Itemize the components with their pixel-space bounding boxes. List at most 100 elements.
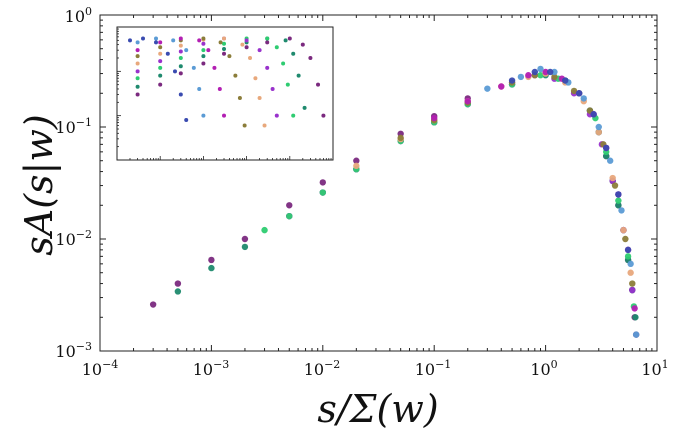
data-point bbox=[624, 253, 632, 260]
inset-data-point bbox=[244, 45, 249, 50]
data-point bbox=[629, 286, 636, 294]
inset-data-point bbox=[178, 49, 183, 54]
data-point bbox=[149, 301, 157, 308]
inset-data-point bbox=[296, 73, 301, 78]
data-point bbox=[609, 174, 616, 182]
inset-data-point bbox=[222, 46, 227, 51]
inset-axis-ticks bbox=[116, 26, 334, 161]
inset-data-point bbox=[135, 76, 140, 81]
data-point bbox=[611, 182, 619, 189]
inset-data-point bbox=[222, 113, 227, 118]
inset-plot-area bbox=[116, 26, 334, 161]
inset-data-point bbox=[262, 123, 267, 128]
data-point bbox=[580, 95, 587, 102]
inset-data-point bbox=[178, 55, 183, 60]
data-point bbox=[261, 226, 268, 234]
x-tick-labels: 10−4 10−3 10−2 10−1 100 101 bbox=[82, 358, 669, 379]
inset-data-point bbox=[206, 48, 211, 53]
data-point bbox=[562, 77, 569, 84]
data-point bbox=[622, 235, 629, 243]
data-point bbox=[174, 280, 182, 287]
inset-data-point bbox=[171, 38, 176, 43]
inset-data-point bbox=[184, 117, 189, 122]
main-data-points bbox=[149, 65, 640, 338]
x-tick-label: 10−2 bbox=[304, 358, 341, 379]
series-8 bbox=[484, 65, 640, 338]
inset-data-point bbox=[222, 51, 227, 56]
data-point bbox=[627, 269, 634, 276]
inset-data-point bbox=[222, 36, 227, 41]
inset-data-point bbox=[257, 48, 262, 53]
data-point bbox=[615, 191, 622, 198]
inset-data-point bbox=[240, 42, 245, 47]
inset-data-point bbox=[237, 96, 242, 101]
inset-data-point bbox=[141, 36, 146, 41]
data-point bbox=[241, 235, 249, 243]
inset-series-7 bbox=[135, 36, 227, 118]
inset-data-point bbox=[178, 43, 183, 48]
x-tick-label: 10−3 bbox=[193, 358, 230, 379]
data-point bbox=[537, 65, 544, 73]
x-axis-title: s/Σ(w) bbox=[317, 387, 438, 431]
inset-data-point bbox=[135, 69, 140, 74]
inset-data-point bbox=[242, 123, 247, 128]
inset-data-point bbox=[201, 36, 206, 41]
data-point bbox=[615, 197, 622, 204]
inset-data-point bbox=[154, 40, 159, 45]
y-tick-labels: 10−3 10−2 10−1 100 bbox=[55, 5, 92, 361]
data-point bbox=[542, 68, 549, 76]
inset-data-point bbox=[227, 54, 232, 59]
inset-data-point bbox=[287, 36, 292, 41]
inset-data-point bbox=[283, 38, 288, 43]
inset-data-point bbox=[201, 61, 206, 66]
x-tick-label: 10−4 bbox=[82, 358, 119, 379]
data-point bbox=[615, 202, 622, 209]
inset-data-point bbox=[135, 40, 140, 45]
inset-data-point bbox=[158, 73, 163, 78]
x-tick-label: 10−1 bbox=[415, 358, 452, 379]
data-point bbox=[570, 87, 578, 95]
inset-data-point bbox=[285, 82, 290, 87]
inset-data-point bbox=[197, 38, 202, 43]
inset-data-point bbox=[201, 54, 206, 59]
plot-area bbox=[99, 14, 658, 352]
inset-data-point bbox=[135, 61, 140, 66]
data-point bbox=[603, 144, 610, 152]
inset-data-point bbox=[218, 40, 223, 45]
inset-data-point bbox=[274, 45, 279, 50]
inset-data-point bbox=[316, 82, 321, 87]
inset-data-point bbox=[178, 36, 183, 41]
data-point bbox=[547, 68, 554, 76]
inset-data-point bbox=[300, 42, 305, 47]
inset-data-point bbox=[158, 59, 163, 64]
data-point bbox=[551, 73, 558, 81]
inset-data-point bbox=[308, 55, 313, 60]
inset-data-point bbox=[165, 51, 170, 56]
inset-data-point bbox=[274, 113, 279, 118]
inset-chart bbox=[116, 26, 334, 161]
inset-data-point bbox=[321, 113, 326, 118]
inset-data-point bbox=[135, 92, 140, 97]
data-point bbox=[208, 256, 215, 264]
data-point bbox=[531, 68, 538, 76]
inset-data-point bbox=[265, 65, 270, 70]
inset-data-point bbox=[178, 92, 183, 97]
main-axis-ticks bbox=[99, 14, 658, 352]
data-point bbox=[353, 157, 360, 164]
inset-data-point bbox=[158, 40, 163, 45]
data-point bbox=[631, 305, 638, 312]
inset-data-point bbox=[178, 64, 183, 69]
inset-data-point bbox=[135, 54, 140, 59]
data-point bbox=[174, 288, 182, 295]
inset-data-point bbox=[222, 41, 227, 46]
inset-data-point bbox=[253, 76, 258, 81]
data-point bbox=[620, 226, 627, 234]
inset-data-point bbox=[244, 38, 249, 43]
inset-series-9 bbox=[128, 36, 189, 122]
data-point bbox=[431, 114, 438, 122]
inset-data-point bbox=[172, 69, 177, 74]
data-point bbox=[627, 260, 634, 268]
data-point bbox=[241, 243, 249, 251]
inset-series-5 bbox=[135, 36, 267, 128]
